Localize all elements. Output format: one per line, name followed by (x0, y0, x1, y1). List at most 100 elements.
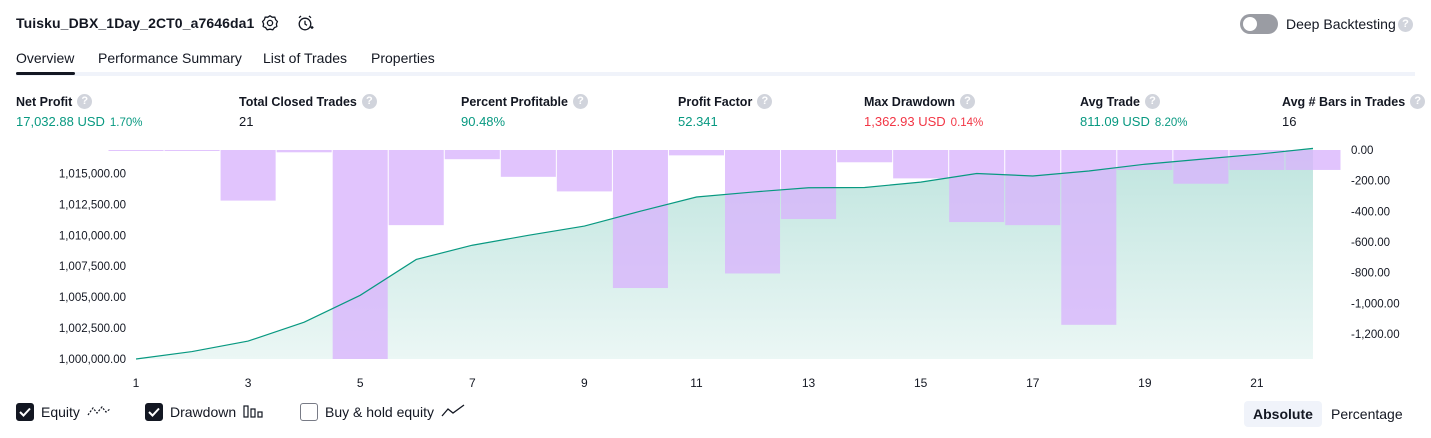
drawdown-bar (276, 150, 332, 153)
right-axis: 0.00 -200.00 -400.00 -600.00 -800.00 -1,000.0… (1351, 145, 1400, 341)
metric-label: Profit Factor (678, 94, 753, 109)
metric-label: Total Closed Trades (239, 94, 357, 109)
x-axis-tick-label: 17 (1026, 376, 1040, 390)
deep-backtesting-label: Deep Backtesting (1286, 16, 1396, 32)
drawdown-bar (949, 150, 1005, 223)
metric-value: 90.48% (461, 114, 506, 129)
drawdown-bar (1061, 150, 1117, 325)
metric-label: Net Profit (16, 94, 73, 109)
drawdown-bar (388, 150, 444, 226)
drawdown-bar (612, 150, 668, 289)
toggle-knob (1243, 17, 1257, 31)
equity-toggle[interactable]: Equity (16, 403, 111, 421)
drawdown-checkbox[interactable] (145, 403, 163, 421)
drawdown-series-icon (243, 404, 265, 421)
metric-value: 17,032.88 USD (16, 114, 105, 129)
deep-backtesting-toggle[interactable] (1240, 14, 1278, 34)
tabs-divider (16, 72, 1415, 76)
add-alert-icon[interactable] (294, 12, 316, 34)
drawdown-bar (893, 150, 949, 179)
equity-area (136, 148, 1313, 359)
drawdown-bar (1229, 150, 1285, 170)
metric-value: 21 (239, 114, 254, 129)
buy-hold-checkbox[interactable] (300, 403, 318, 421)
drawdown-bar (668, 150, 724, 156)
x-axis-tick-label: 3 (245, 376, 252, 390)
tab-properties[interactable]: Properties (371, 50, 435, 66)
info-icon[interactable]: ? (361, 94, 377, 109)
drawdown-bar (164, 150, 220, 151)
info-icon[interactable]: ? (572, 94, 588, 109)
equity-drawdown-chart[interactable]: 1,015,000.00 1,012,500.00 1,010,000.00 1,00… (0, 140, 1431, 396)
metric-label: Avg # Bars in Trades (1282, 94, 1406, 109)
equity-area-fill (136, 148, 1313, 359)
percentage-button[interactable]: Percentage (1331, 406, 1403, 422)
right-axis-tick-label: -1,000.00 (1351, 298, 1400, 310)
left-axis-tick-label: 1,005,000.00 (59, 292, 126, 304)
metric-percent: 1.70% (109, 117, 143, 129)
drawdown-bar (220, 150, 276, 201)
report-header: Tuisku_DBX_1Day_2CT0_a7646da1 Deep Backt… (0, 0, 1431, 44)
right-axis-tick-label: -600.00 (1351, 237, 1390, 249)
info-icon[interactable]: ? (77, 94, 93, 109)
metric-value: 811.09 USD (1080, 114, 1150, 129)
metric-profit-factor: Profit Factor? 52.341 (678, 94, 773, 129)
drawdown-bar (500, 150, 556, 177)
active-tab-indicator (16, 72, 75, 75)
drawdown-bar (1005, 150, 1061, 226)
equity-checkbox[interactable] (16, 403, 34, 421)
x-axis-tick-label: 19 (1138, 376, 1152, 390)
x-axis-tick-label: 1 (133, 376, 140, 390)
right-axis-tick-label: -200.00 (1351, 176, 1390, 188)
drawdown-bar (444, 150, 500, 160)
right-axis-tick-label: 0.00 (1351, 145, 1373, 157)
left-axis-tick-label: 1,012,500.00 (59, 199, 126, 211)
tab-list-of-trades[interactable]: List of Trades (263, 50, 348, 66)
x-axis-tick-label: 21 (1250, 376, 1264, 390)
tab-overview[interactable]: Overview (16, 50, 75, 66)
buy-hold-label: Buy & hold equity (325, 404, 434, 420)
info-icon[interactable]: ? (1144, 94, 1160, 109)
left-axis-tick-label: 1,007,500.00 (59, 261, 126, 273)
settings-icon[interactable] (259, 12, 281, 34)
info-icon[interactable]: ? (757, 94, 773, 109)
left-axis: 1,015,000.00 1,012,500.00 1,010,000.00 1,00… (59, 168, 126, 366)
strategy-title: Tuisku_DBX_1Day_2CT0_a7646da1 (16, 15, 255, 31)
drawdown-label: Drawdown (170, 404, 237, 420)
info-icon[interactable]: ? (960, 94, 975, 109)
drawdown-bar (1285, 150, 1341, 170)
drawdown-bars (108, 150, 1341, 359)
drawdown-toggle[interactable]: Drawdown (145, 403, 265, 421)
metric-value: 1,362.93 USD (864, 114, 946, 129)
drawdown-bar (781, 150, 837, 220)
metric-total-closed-trades: Total Closed Trades? 21 (239, 94, 377, 129)
equity-line (135, 147, 1314, 360)
tab-performance-summary[interactable]: Performance Summary (98, 50, 242, 66)
drawdown-bar (1117, 150, 1173, 170)
metric-value: 52.341 (678, 114, 718, 129)
metric-avg-trade: Avg Trade? 811.09 USD 8.20% (1080, 94, 1187, 129)
metric-net-profit: Net Profit? 17,032.88 USD 1.70% (16, 94, 143, 129)
buy-hold-equity-toggle[interactable]: Buy & hold equity (300, 403, 465, 421)
x-axis-tick-label: 11 (690, 376, 703, 390)
x-axis-tick-label: 9 (581, 376, 588, 390)
x-axis-tick-label: 13 (802, 376, 816, 390)
absolute-button[interactable]: Absolute (1244, 401, 1322, 427)
left-axis-tick-label: 1,000,000.00 (59, 354, 126, 366)
right-axis-tick-label: -400.00 (1351, 206, 1390, 218)
report-tabs: Overview Performance Summary List of Tra… (0, 44, 1431, 76)
right-axis-tick-label: -800.00 (1351, 268, 1390, 280)
left-axis-tick-label: 1,010,000.00 (59, 230, 126, 242)
left-axis-tick-label: 1,015,000.00 (59, 168, 126, 180)
equity-series-line (135, 147, 1314, 360)
drawdown-bar (332, 150, 388, 359)
drawdown-bar (108, 150, 164, 151)
metric-avg-bars-in-trades: Avg # Bars in Trades? 16 (1282, 94, 1426, 129)
help-icon[interactable]: ? (1398, 17, 1413, 32)
x-axis: 1 3 5 7 9 11 13 15 17 19 21 (133, 376, 1264, 390)
metric-percent: 0.14% (950, 117, 984, 129)
x-axis-tick-label: 15 (914, 376, 928, 390)
drawdown-bar (556, 150, 612, 192)
metric-label: Percent Profitable (461, 94, 568, 109)
info-icon[interactable]: ? (1410, 94, 1426, 109)
